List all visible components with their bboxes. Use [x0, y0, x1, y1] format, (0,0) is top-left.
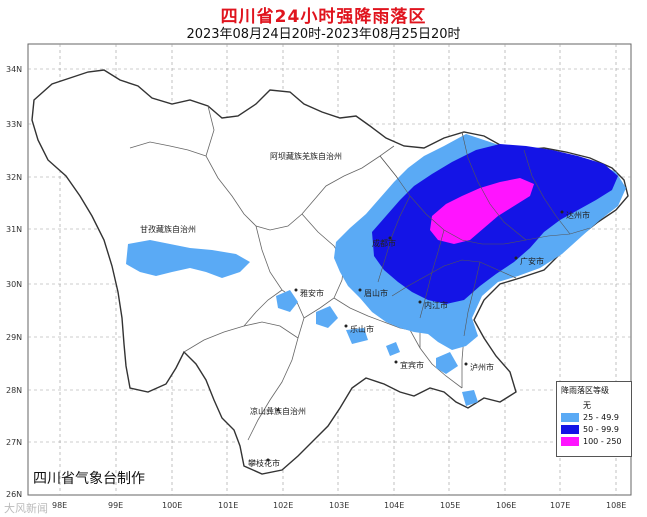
- lon-label: 98E: [52, 501, 67, 510]
- lat-label: 34N: [6, 65, 22, 74]
- lat-label: 29N: [6, 333, 22, 342]
- rain-area-magenta: [430, 178, 534, 244]
- rain-area-light: [386, 342, 400, 356]
- rain-area-light: [436, 352, 458, 374]
- overlay-boundaries: [377, 131, 591, 337]
- legend-swatch-magenta: [561, 436, 579, 446]
- place-label-meishan: 眉山市: [364, 288, 388, 298]
- lon-label: 104E: [384, 501, 404, 510]
- rain-area-light: [126, 240, 250, 278]
- city-marker: [388, 236, 392, 240]
- place-label-yaan: 雅安市: [300, 288, 324, 298]
- lon-label: 101E: [218, 501, 238, 510]
- longitude-labels: 98E 99E 100E 101E 102E 103E 104E 105E 10…: [52, 501, 626, 510]
- legend-row: 50 - 99.9: [561, 423, 627, 435]
- map-title: 四川省24小时强降雨落区: [220, 7, 427, 27]
- place-label-yibin: 宜宾市: [400, 360, 424, 370]
- place-label-ganzi: 甘孜藏族自治州: [140, 224, 196, 234]
- city-marker: [514, 256, 518, 260]
- rain-band-50-99: [372, 144, 618, 304]
- lon-label: 107E: [550, 501, 570, 510]
- rainfall-legend: 降雨落区等级 无 25 - 49.9 50 - 99.9 100 - 250: [556, 381, 632, 457]
- city-marker: [464, 362, 468, 366]
- city-marker: [560, 210, 564, 214]
- city-marker: [276, 408, 280, 412]
- city-marker: [418, 300, 422, 304]
- legend-swatch-dark-blue: [561, 424, 579, 434]
- lon-label: 102E: [273, 501, 293, 510]
- map-subtitle: 2023年08月24日20时-2023年08月25日20时: [186, 27, 461, 42]
- producer-credit: 四川省气象台制作: [33, 471, 145, 487]
- legend-row: 100 - 250: [561, 435, 627, 447]
- place-label-guangan: 广安市: [520, 256, 544, 266]
- city-marker: [294, 288, 298, 292]
- place-label-leshan: 乐山市: [350, 324, 374, 334]
- city-marker: [358, 288, 362, 292]
- lat-label: 28N: [6, 386, 22, 395]
- lat-label: 27N: [6, 438, 22, 447]
- legend-label: 50 - 99.9: [583, 424, 619, 434]
- rain-area-light: [276, 290, 298, 312]
- place-label-dazhou: 达州市: [566, 210, 590, 220]
- city-marker: [266, 458, 270, 462]
- rain-area-light: [346, 328, 368, 344]
- legend-title: 降雨落区等级: [561, 386, 609, 395]
- legend-swatch-light-blue: [561, 412, 579, 422]
- lon-label: 103E: [329, 501, 349, 510]
- place-label-panzhihua: 攀枝花市: [248, 458, 280, 468]
- lat-label: 26N: [6, 490, 22, 499]
- city-marker: [394, 360, 398, 364]
- city-markers: [266, 210, 564, 462]
- place-label-aba: 阿坝藏族羌族自治州: [270, 151, 342, 161]
- city-marker: [344, 324, 348, 328]
- lon-label: 99E: [108, 501, 123, 510]
- place-label-neijiang: 内江市: [424, 300, 448, 310]
- lat-label: 32N: [6, 173, 22, 182]
- lat-label: 30N: [6, 280, 22, 289]
- lat-label: 31N: [6, 225, 22, 234]
- legend-label: 25 - 49.9: [583, 412, 619, 422]
- rain-area-dark: [372, 144, 618, 304]
- rain-area-light: [462, 390, 478, 406]
- place-label-luzhou: 泸州市: [470, 362, 494, 372]
- lon-label: 100E: [162, 501, 182, 510]
- legend-row: 25 - 49.9: [561, 411, 627, 423]
- lon-label: 108E: [606, 501, 626, 510]
- watermark-text: 大风新闻: [4, 502, 48, 515]
- place-label-chengdu: 成都市: [372, 238, 396, 248]
- legend-label: 无: [583, 400, 591, 410]
- legend-row: 无: [561, 399, 627, 411]
- lon-label: 105E: [440, 501, 460, 510]
- legend-label: 100 - 250: [583, 436, 622, 446]
- rain-band-100-250: [430, 178, 534, 244]
- legend-swatch-none: [561, 401, 579, 410]
- latitude-labels: 34N 33N 32N 31N 30N 29N 28N 27N 26N: [6, 65, 22, 499]
- lon-label: 106E: [496, 501, 516, 510]
- rain-area-light: [316, 306, 338, 328]
- lat-label: 33N: [6, 120, 22, 129]
